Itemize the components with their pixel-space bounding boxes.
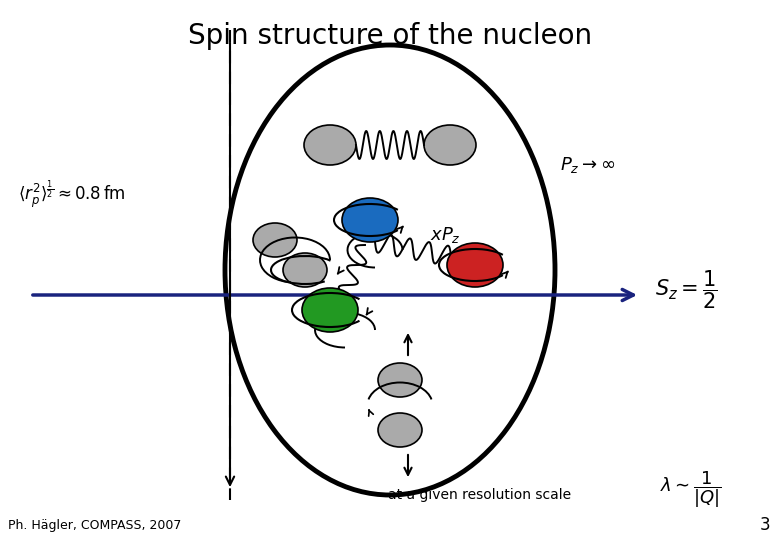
Text: $\lambda \sim \dfrac{1}{|Q|}$: $\lambda \sim \dfrac{1}{|Q|}$ [660,470,722,510]
Ellipse shape [447,243,503,287]
Ellipse shape [378,413,422,447]
Text: 3: 3 [760,516,770,534]
Text: $S_z = \dfrac{1}{2}$: $S_z = \dfrac{1}{2}$ [655,269,718,311]
Ellipse shape [253,223,297,257]
Ellipse shape [302,288,358,332]
Text: $P_z \rightarrow \infty$: $P_z \rightarrow \infty$ [560,155,615,175]
Ellipse shape [424,125,476,165]
Text: Ph. Hägler, COMPASS, 2007: Ph. Hägler, COMPASS, 2007 [8,518,182,531]
Text: at a given resolution scale: at a given resolution scale [388,488,572,502]
Text: $xP_z$: $xP_z$ [430,225,461,245]
Ellipse shape [304,125,356,165]
Ellipse shape [283,253,327,287]
Ellipse shape [378,363,422,397]
Ellipse shape [342,198,398,242]
Text: Spin structure of the nucleon: Spin structure of the nucleon [188,22,592,50]
Text: $\langle r_p^2 \rangle^{\frac{1}{2}} \approx 0.8\,\mathrm{fm}$: $\langle r_p^2 \rangle^{\frac{1}{2}} \ap… [18,179,126,211]
